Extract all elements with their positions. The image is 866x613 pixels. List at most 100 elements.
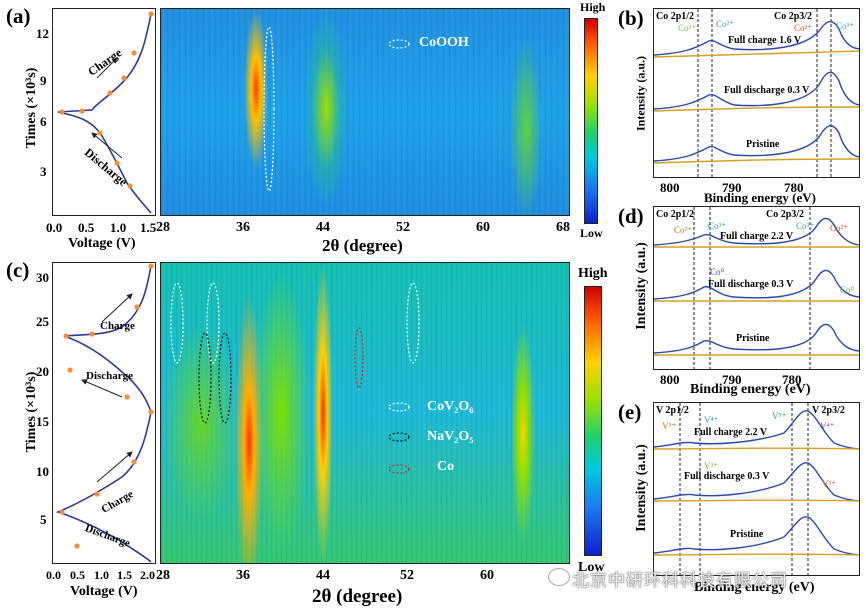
heatmap-x-tick: 68 [556, 220, 570, 235]
species-label: V³⁺ [704, 461, 718, 471]
profile-marker [74, 543, 80, 549]
colorbar-high-label: High [578, 266, 608, 281]
heatmap-x-tick: 28 [156, 220, 170, 235]
species-label: V⁵⁺ [662, 421, 677, 431]
x-tick: 800 [660, 372, 680, 387]
colorbar-low-label: Low [578, 560, 605, 575]
profile-marker [131, 459, 137, 465]
y-axis-label-b: Intensity (a.u.) [633, 56, 648, 132]
species-label: Co³⁺ [678, 23, 696, 33]
x-tick: 780 [782, 372, 802, 387]
heatmap-x-label-a: 2θ (degree) [322, 236, 403, 255]
profile-marker [59, 509, 65, 515]
x-tick: 0.5 [70, 568, 85, 582]
watermark-logo-icon [548, 568, 570, 586]
x-tick: 0.5 [78, 220, 95, 235]
panel-a-label: (a) [6, 4, 31, 28]
profile-marker [89, 331, 95, 337]
region-right-d: Co 2p3/2 [766, 209, 805, 220]
profile-marker [94, 491, 100, 497]
x-tick: 1.5 [117, 568, 132, 582]
profile-marker [67, 367, 73, 373]
curve-label-b-discharge: Full discharge 0.3 V [724, 85, 810, 96]
colorbar-a [584, 18, 598, 224]
profile-marker [97, 130, 103, 136]
colorbar-low-label: Low [580, 226, 603, 240]
species-label: V⁴⁺ [820, 421, 835, 431]
colorbar-c [584, 286, 602, 556]
x-tick: 2.0 [140, 568, 155, 582]
heatmap-x-tick: 44 [316, 568, 330, 583]
x-tick: 0.0 [46, 568, 61, 582]
profile-marker [121, 75, 127, 81]
species-label: V⁵⁺ [772, 411, 787, 421]
panel-b-label: (b) [618, 6, 644, 30]
profile-marker [114, 160, 120, 166]
species-label: Co²⁺ [716, 19, 734, 29]
profile-marker [59, 109, 65, 115]
y-tick: 15 [36, 414, 49, 429]
x-axis-label-c: Voltage (V) [70, 584, 138, 599]
xps-plot-d: Co 2p1/2 Co 2p3/2 Full charge 2.2 V Full… [653, 206, 860, 370]
y-axis-label-e: Intensity (a.u.) [634, 444, 649, 532]
colorbar-high-label: High [580, 0, 606, 14]
region-left-d: Co 2p1/2 [656, 209, 695, 220]
profile-marker [148, 11, 154, 17]
y-tick: 10 [36, 464, 49, 479]
species-label: Co²⁺ [674, 225, 692, 235]
curve-label-d-charge: Full charge 2.2 V [720, 231, 794, 242]
heatmap-x-tick: 36 [236, 220, 250, 235]
heatmap-a: CoOOH [160, 8, 570, 216]
charge-label-c-1: Charge [100, 320, 135, 332]
x-axis-label-d: Binding energy (eV) [690, 382, 811, 397]
curve-label-e-pristine: Pristine [730, 529, 764, 540]
profile-marker [134, 304, 140, 310]
profile-marker [148, 263, 154, 269]
panel-c-label: (c) [6, 258, 30, 282]
profile-marker [63, 333, 69, 339]
x-tick: 790 [722, 180, 742, 195]
species-label: Co²⁺ [830, 223, 848, 233]
y-axis-label-a: Times (×10³s) [24, 67, 39, 149]
legend-coooh: CoOOH [419, 35, 469, 50]
legend-co: Co [437, 459, 455, 474]
y-tick: 9 [40, 73, 47, 88]
xps-plot-b: Co 2p1/2 Co 2p3/2 Full charge 1.6 V Full… [653, 8, 860, 178]
species-label: V⁴⁺ [704, 415, 719, 425]
heatmap-x-tick: 60 [476, 220, 490, 235]
profile-marker [131, 50, 137, 56]
profile-marker [107, 90, 113, 96]
species-label: Co³⁺ [708, 221, 726, 231]
x-tick: 1.0 [110, 220, 127, 235]
profile-marker [124, 394, 130, 400]
curve-label-b-pristine: Pristine [746, 139, 780, 150]
x-tick: 790 [722, 372, 742, 387]
species-label: Co⁰ [840, 285, 855, 295]
y-tick: 30 [36, 270, 49, 285]
x-axis-label-a: Voltage (V) [68, 236, 136, 251]
region-left-b: Co 2p1/2 [656, 11, 695, 22]
y-tick: 12 [36, 26, 49, 41]
voltage-profile-a [52, 8, 156, 216]
species-label: Co³⁺ [796, 221, 814, 231]
discharge-label-c-1: Discharge [86, 370, 134, 382]
x-tick: 800 [660, 180, 680, 195]
heatmap-x-label-c: 2θ (degree) [312, 586, 403, 607]
heatmap-x-tick: 44 [316, 220, 330, 235]
heatmap-x-tick: 60 [480, 568, 494, 583]
heatmap-c: CoV₂O₆ NaV₂O₅ Co [160, 262, 570, 564]
x-tick: 1.5 [140, 220, 157, 235]
legend-nav2o5: NaV₂O₅ [427, 429, 474, 444]
species-label: Co³⁺ [836, 21, 854, 31]
species-label: Co²⁺ [794, 23, 812, 33]
heatmap-x-tick: 36 [236, 568, 250, 583]
y-axis-label-d: Intensity (a.u.) [634, 242, 649, 330]
profile-marker [148, 409, 154, 415]
curve-label-d-discharge: Full discharge 0.3 V [708, 279, 794, 290]
y-tick: 20 [36, 364, 49, 379]
region-left-e: V 2p1/2 [656, 405, 689, 416]
region-right-b: Co 2p3/2 [774, 11, 813, 22]
species-label: Co⁰ [710, 267, 725, 277]
species-label: V³⁺ [822, 479, 836, 489]
region-right-e: V 2p3/2 [812, 405, 845, 416]
